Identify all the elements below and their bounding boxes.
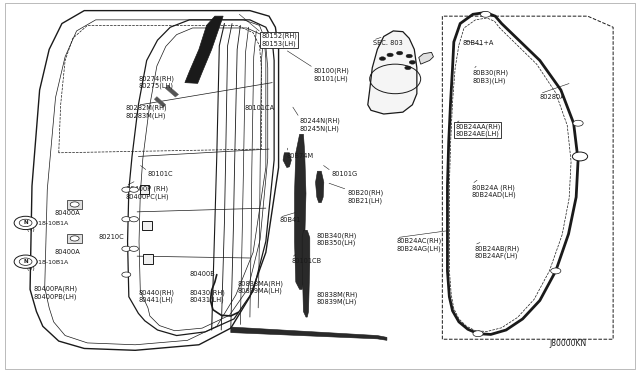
Text: 80280A: 80280A [540,94,566,100]
Circle shape [396,51,403,55]
Text: 80400P (RH)
80400PC(LH): 80400P (RH) 80400PC(LH) [125,186,169,200]
Text: 0B918-10B1A
(4): 0B918-10B1A (4) [27,260,69,271]
Text: 80101C: 80101C [148,171,173,177]
Text: N: N [23,221,28,225]
Polygon shape [165,86,179,97]
Text: 80B24AB(RH)
80B24AF(LH): 80B24AB(RH) 80B24AF(LH) [474,245,520,259]
Polygon shape [294,134,306,289]
Text: 80400A: 80400A [54,249,80,255]
Polygon shape [140,185,149,194]
Polygon shape [185,16,223,83]
Circle shape [70,202,79,207]
Polygon shape [231,327,387,340]
Circle shape [122,187,131,192]
Circle shape [129,217,138,222]
Circle shape [122,217,131,222]
Text: 0B918-10B1A
(4): 0B918-10B1A (4) [27,221,69,232]
Circle shape [550,268,561,274]
Circle shape [122,246,131,251]
Text: N: N [23,259,28,264]
Polygon shape [283,153,291,167]
Text: 80152(RH)
80153(LH): 80152(RH) 80153(LH) [261,33,297,47]
Circle shape [122,272,131,277]
Circle shape [473,331,483,337]
Text: 80400A: 80400A [54,210,80,216]
Circle shape [14,255,37,268]
Text: 80244N(RH)
80245N(LH): 80244N(RH) 80245N(LH) [300,118,340,132]
Circle shape [409,61,415,64]
Text: 80101G: 80101G [332,171,358,177]
Circle shape [572,152,588,161]
Text: 80400B: 80400B [189,271,215,277]
Circle shape [387,53,394,57]
Polygon shape [419,52,433,64]
Polygon shape [141,221,152,230]
Text: 80B41: 80B41 [279,217,301,223]
Circle shape [129,187,138,192]
Text: 80400PA(RH)
80400PB(LH): 80400PA(RH) 80400PB(LH) [33,286,77,300]
Text: 80B24AA(RH)
80B24AE(LH): 80B24AA(RH) 80B24AE(LH) [455,123,500,137]
Circle shape [573,120,583,126]
Text: 80B41+A: 80B41+A [463,40,494,46]
Text: 80101CA: 80101CA [245,105,275,111]
Text: 80440(RH)
80441(LH): 80440(RH) 80441(LH) [138,289,174,304]
Circle shape [404,66,411,70]
Text: 80210C: 80210C [99,234,124,240]
Text: 80430(RH)
80431(LH): 80430(RH) 80431(LH) [189,289,225,304]
Text: 80838MA(RH)
80839MA(LH): 80838MA(RH) 80839MA(LH) [237,280,283,294]
Bar [67,200,83,209]
Polygon shape [154,97,166,108]
Polygon shape [316,171,324,203]
Text: SEC. 803: SEC. 803 [373,40,403,46]
Text: 80274(RH)
80275(LH): 80274(RH) 80275(LH) [138,75,174,89]
Bar [67,234,83,243]
Text: 80101CB: 80101CB [291,258,321,264]
Circle shape [406,54,412,58]
Text: 80282M(RH)
80283M(LH): 80282M(RH) 80283M(LH) [125,105,167,119]
Text: 80B24A (RH)
80B24AD(LH): 80B24A (RH) 80B24AD(LH) [472,184,516,198]
Circle shape [14,216,37,230]
Circle shape [380,57,386,61]
Polygon shape [143,254,153,263]
Circle shape [481,12,491,17]
Text: J80000KN: J80000KN [549,340,587,349]
Text: 80B340(RH)
80B350(LH): 80B340(RH) 80B350(LH) [317,232,357,246]
Polygon shape [302,230,310,317]
Text: 80B30(RH)
80B3)(LH): 80B30(RH) 80B3)(LH) [473,70,509,84]
Polygon shape [368,31,417,114]
Text: 80100(RH)
80101(LH): 80100(RH) 80101(LH) [314,68,349,82]
Text: 80838M(RH)
80839M(LH): 80838M(RH) 80839M(LH) [317,291,358,305]
Text: 80B20(RH)
80B21(LH): 80B20(RH) 80B21(LH) [348,190,383,204]
Text: 80B24AC(RH)
80B24AG(LH): 80B24AC(RH) 80B24AG(LH) [396,238,442,252]
Text: 80B74M: 80B74M [287,153,314,159]
Circle shape [70,236,79,241]
Circle shape [129,246,138,251]
